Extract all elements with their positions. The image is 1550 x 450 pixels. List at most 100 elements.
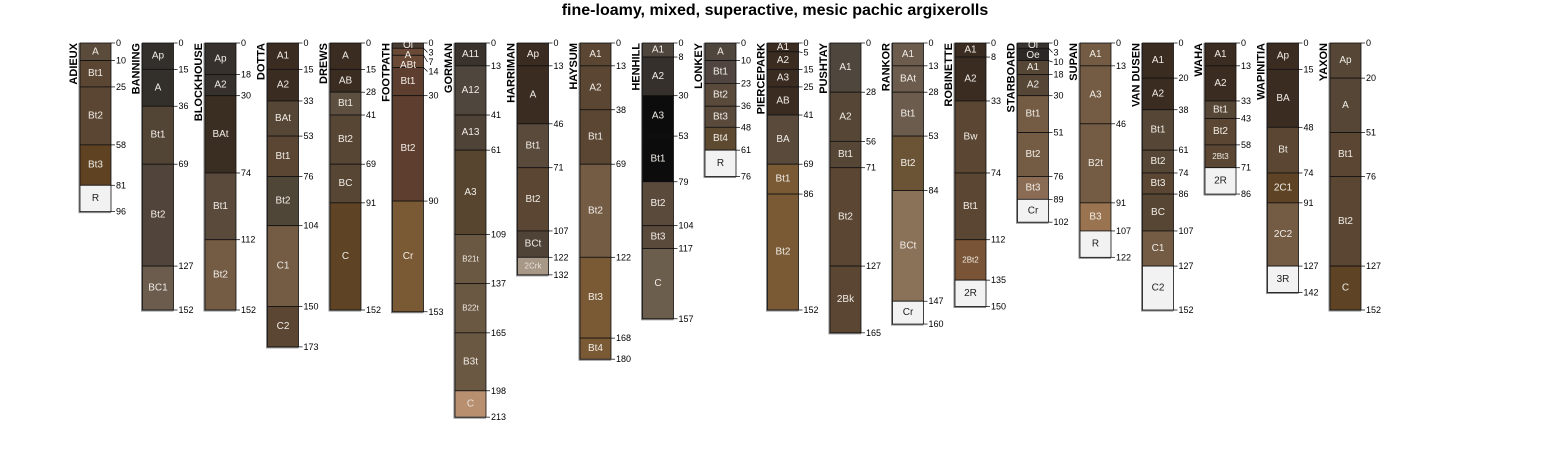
depth-label: 180 [616, 354, 631, 364]
depth-label: 20 [1179, 73, 1189, 83]
profile-name: RANKOR [881, 43, 893, 91]
horizon [454, 114, 487, 151]
depth-label: 5 [804, 48, 809, 58]
depth-label: 86 [1241, 189, 1251, 199]
depth-label: 122 [554, 252, 569, 262]
depth-label: 90 [429, 196, 439, 206]
profile-name: PUSHTAY [818, 42, 830, 93]
depth-label: 122 [1116, 252, 1131, 262]
horizon-label: 2Bt2 [962, 255, 979, 264]
depth-label: 127 [1366, 261, 1381, 271]
horizon-label: Bt1 [1150, 124, 1165, 135]
horizon [892, 300, 924, 325]
horizon-label: A [155, 82, 162, 93]
horizon-label: BAt [275, 113, 291, 124]
horizon [1017, 198, 1049, 223]
horizon [329, 163, 362, 204]
depth-label: 15 [1304, 64, 1314, 74]
depth-label: 152 [1366, 305, 1381, 315]
depth-label: 104 [679, 221, 694, 231]
horizon-label: Bt3 [588, 292, 603, 303]
horizon-label: A2 [1214, 78, 1227, 89]
depth-label: 15 [804, 64, 814, 74]
horizon-label: Bt1 [150, 130, 165, 141]
horizon-label: A [92, 46, 99, 57]
depth-label: 147 [929, 296, 944, 306]
horizon-label: Bt1 [963, 201, 978, 212]
horizon-label: B2t [1088, 158, 1103, 169]
horizon-label: A13 [462, 127, 480, 138]
depth-label: 58 [1241, 140, 1251, 150]
horizon-label: Bt2 [525, 194, 540, 205]
horizon-label: R [1092, 239, 1099, 250]
depth-label: 152 [241, 305, 256, 315]
horizon [1204, 65, 1237, 102]
depth-label: 127 [1179, 261, 1194, 271]
depth-label: 150 [991, 301, 1006, 311]
depth-tick [423, 48, 428, 53]
profile-name: SUPAN [1068, 43, 1080, 81]
depth-label: 0 [741, 38, 746, 48]
horizon [329, 114, 362, 165]
horizon [267, 68, 299, 102]
depth-tick [1048, 48, 1053, 53]
horizon-label: Bt1 [1025, 109, 1040, 120]
depth-label: 91 [366, 198, 376, 208]
horizon-label: BC [339, 178, 353, 189]
profile-name: YAXON [1318, 43, 1330, 81]
horizon [1267, 68, 1299, 128]
profile-name: LONKEY [693, 42, 705, 89]
horizon-label: A2 [964, 74, 977, 85]
depth-label: 69 [179, 159, 189, 169]
depth-label: 33 [304, 96, 314, 106]
profile-name: PIERCEPARK [756, 43, 768, 114]
horizon-label: A2 [839, 111, 852, 122]
depth-label: 107 [1179, 226, 1194, 236]
horizon [642, 95, 674, 137]
horizon [454, 283, 487, 334]
depth-label: 15 [179, 64, 189, 74]
horizon-label: Bt3 [713, 111, 728, 122]
horizon-label: B21t [462, 255, 479, 264]
horizon [267, 135, 299, 177]
horizon [892, 65, 924, 93]
depth-label: 28 [929, 87, 939, 97]
horizon [329, 202, 362, 311]
horizon-label: A1 [652, 45, 665, 56]
depth-label: 46 [1116, 119, 1126, 129]
profile-name: ROBINETTE [943, 43, 955, 107]
horizon [642, 135, 674, 183]
horizon [954, 100, 987, 174]
horizon-label: A [342, 51, 349, 62]
horizon [267, 176, 299, 227]
depth-label: 0 [554, 38, 559, 48]
depth-label: 152 [1179, 305, 1194, 315]
horizon-label: A11 [462, 49, 479, 60]
depth-label: 13 [554, 61, 564, 71]
horizon-label: A3 [652, 110, 665, 121]
horizon-label: C [1342, 283, 1349, 294]
horizon-label: B22t [462, 304, 479, 313]
horizon-label: Oi [403, 40, 413, 51]
profile-name: WAPINITIA [1256, 43, 1268, 100]
horizon-label: R [717, 158, 724, 169]
horizon-label: A1 [777, 42, 790, 53]
horizon-label: 2C2 [1274, 229, 1293, 240]
horizon-label: Bt1 [213, 201, 228, 212]
depth-label: 53 [679, 131, 689, 141]
horizon [454, 65, 487, 116]
horizon-label: A1 [902, 49, 915, 60]
depth-label: 69 [616, 159, 626, 169]
depth-label: 10 [1054, 57, 1064, 67]
horizon-label: A12 [462, 85, 480, 96]
profile-name: HAYSUM [568, 43, 580, 90]
depth-label: 61 [491, 145, 501, 155]
horizon-label: BA [776, 134, 790, 145]
horizon [892, 91, 924, 137]
depth-label: 10 [741, 56, 751, 66]
horizon-label: Bt2 [588, 205, 603, 216]
horizon-label: Bt2 [213, 269, 228, 280]
horizon-label: A [530, 89, 537, 100]
depth-label: 0 [1304, 38, 1309, 48]
depth-label: 10 [116, 56, 126, 66]
